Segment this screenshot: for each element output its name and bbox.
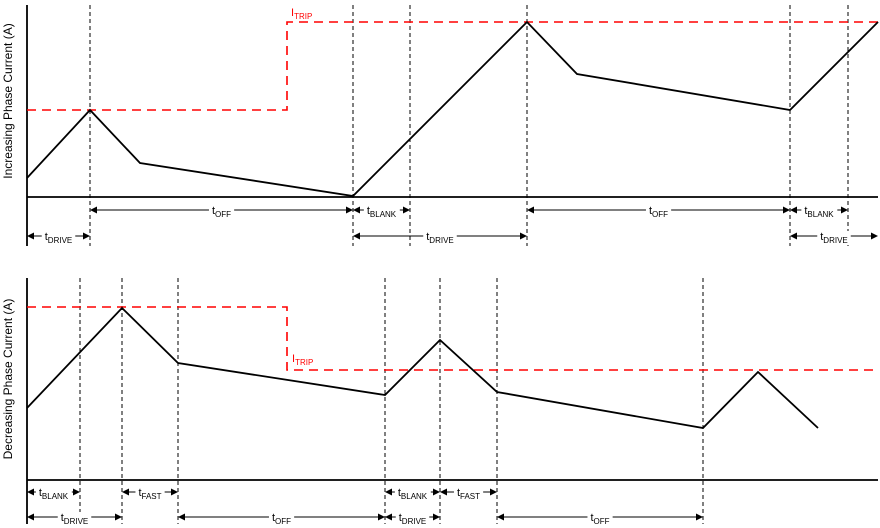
arrowhead-left-icon: [385, 513, 392, 521]
timing-label-drive: tDRIVE: [820, 231, 848, 245]
itrip-line-decreasing: [27, 306, 878, 371]
arrowhead-right-icon: [403, 206, 410, 214]
arrowhead-left-icon: [527, 206, 534, 214]
phase-current-waveform-increasing: [26, 20, 879, 197]
timing-label-drive: tDRIVE: [426, 231, 454, 245]
timing-label-blank: tBLANK: [804, 205, 834, 219]
timing-label-bg: [135, 487, 165, 501]
arrowhead-left-icon: [790, 232, 797, 240]
arrowhead-right-icon: [115, 513, 122, 521]
timing-label-bg: [268, 512, 295, 526]
timing-label-bg: [395, 512, 430, 526]
arrowhead-left-icon: [27, 513, 34, 521]
arrowhead-right-icon: [73, 488, 80, 496]
arrowhead-right-icon: [171, 488, 178, 496]
timing-label-bg: [35, 487, 72, 501]
timing-label-off: tOFF: [272, 512, 291, 526]
itrip-line-increasing: [27, 21, 878, 111]
arrowhead-left-icon: [385, 488, 392, 496]
arrowhead-left-icon: [27, 232, 34, 240]
arrowhead-right-icon: [841, 206, 848, 214]
arrowhead-right-icon: [520, 232, 527, 240]
timing-label-bg: [453, 487, 484, 501]
timing-label-fast: tFAST: [138, 487, 161, 501]
arrowhead-left-icon: [353, 206, 360, 214]
arrowhead-right-icon: [378, 513, 385, 521]
arrowhead-right-icon: [490, 488, 497, 496]
arrowhead-right-icon: [433, 513, 440, 521]
arrowhead-left-icon: [122, 488, 129, 496]
arrowhead-right-icon: [871, 232, 878, 240]
timing-label-bg: [41, 231, 76, 245]
timing-label-blank: tBLANK: [39, 487, 69, 501]
arrowhead-right-icon: [433, 488, 440, 496]
arrowhead-left-icon: [497, 513, 504, 521]
timing-label-off: tOFF: [590, 512, 609, 526]
timing-label-bg: [363, 205, 400, 219]
timing-label-drive: tDRIVE: [399, 512, 427, 526]
arrowhead-left-icon: [90, 206, 97, 214]
timing-label-bg: [817, 231, 851, 245]
timing-label-fast: tFAST: [457, 487, 480, 501]
timing-label-bg: [587, 512, 613, 526]
itrip-label-decreasing: ITRIP: [292, 353, 313, 367]
timing-label-bg: [423, 231, 457, 245]
arrowhead-right-icon: [346, 206, 353, 214]
arrowhead-left-icon: [178, 513, 185, 521]
arrowhead-left-icon: [440, 488, 447, 496]
timing-label-drive: tDRIVE: [45, 231, 73, 245]
y-axis-label-increasing: Increasing Phase Current (A): [1, 23, 15, 178]
timing-label-drive: tDRIVE: [61, 512, 89, 526]
y-axis-label-decreasing: Decreasing Phase Current (A): [1, 299, 15, 460]
phase-current-waveform-decreasing: [26, 306, 819, 429]
timing-label-bg: [645, 205, 672, 219]
timing-label-blank: tBLANK: [367, 205, 397, 219]
itrip-label-increasing: ITRIP: [291, 7, 312, 21]
timing-label-bg: [801, 205, 838, 219]
timing-label-bg: [208, 205, 235, 219]
arrowhead-right-icon: [696, 513, 703, 521]
timing-label-off: tOFF: [212, 205, 231, 219]
timing-label-off: tOFF: [649, 205, 668, 219]
arrowhead-left-icon: [27, 488, 34, 496]
arrowhead-right-icon: [783, 206, 790, 214]
timing-label-bg: [394, 487, 431, 501]
arrowhead-left-icon: [790, 206, 797, 214]
arrowhead-left-icon: [353, 232, 360, 240]
arrowhead-right-icon: [83, 232, 90, 240]
timing-label-blank: tBLANK: [398, 487, 428, 501]
timing-label-bg: [57, 512, 92, 526]
